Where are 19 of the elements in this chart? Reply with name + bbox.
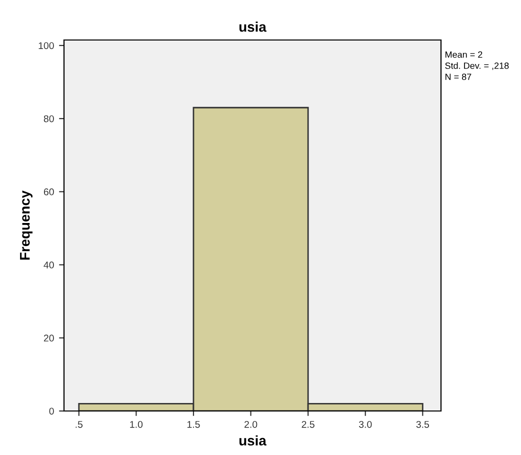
x-tick-label: 3.5 <box>416 420 430 428</box>
x-tick-label: 1.5 <box>187 421 200 428</box>
y-axis-title: Frequency <box>20 190 33 260</box>
text: Mean = 2 <box>446 51 482 58</box>
x-tick-label: 3.0 <box>358 420 372 428</box>
x-tick-label: .5 <box>76 421 83 428</box>
y-tick-label: 80 <box>44 115 54 122</box>
x-tick-label: 1.0 <box>130 420 143 428</box>
chart-title: usia <box>239 22 266 32</box>
x-tick-label: 2.5 <box>302 420 314 428</box>
y-tick-label: 0 <box>49 408 54 415</box>
text: N = 87 <box>446 74 472 80</box>
text: Std. Dev. = ,218 <box>445 62 509 70</box>
y-tick-label: 40 <box>44 262 54 268</box>
y-tick-label: 100 <box>38 42 54 50</box>
x-tick-label: 2.0 <box>244 420 258 428</box>
y-tick-label: 20 <box>44 334 54 342</box>
x-axis-title: usia <box>239 435 266 446</box>
y-tick-label: 60 <box>44 188 54 196</box>
